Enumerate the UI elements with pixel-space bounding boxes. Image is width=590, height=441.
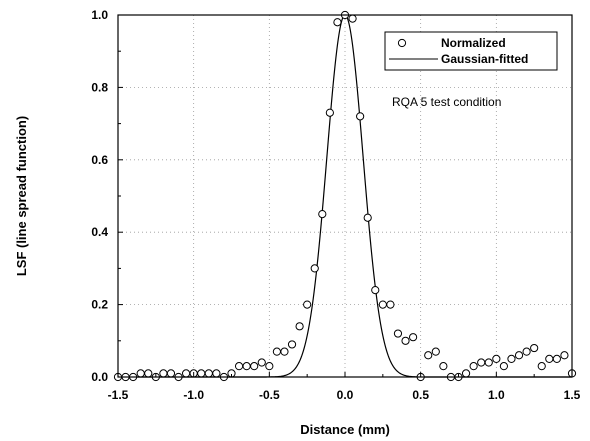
normalized-point — [318, 210, 327, 219]
tick-labels: -1.5 -1.0 -0.5 0.0 0.5 1.0 1.5 0.0 0.2 0.4 0.6 0.8 1… — [91, 8, 580, 402]
normalized-point — [280, 347, 289, 356]
y-tick-label: 0.0 — [91, 370, 108, 384]
normalized-point — [310, 264, 319, 273]
normalized-point — [363, 213, 372, 222]
x-tick-label: 1.0 — [488, 388, 505, 402]
y-axis-title: LSF (line spread function) — [14, 116, 29, 276]
normalized-point — [439, 362, 448, 371]
legend-marker-normalized — [397, 38, 407, 48]
legend-label-gaussian: Gaussian-fitted — [441, 52, 528, 66]
normalized-point — [234, 362, 244, 371]
x-tick-label: -1.0 — [183, 388, 204, 402]
x-tick-label: 1.5 — [564, 388, 581, 402]
normalized-point — [507, 354, 516, 363]
normalized-point — [242, 362, 251, 371]
normalized-point — [545, 354, 554, 363]
normalized-point — [265, 362, 274, 371]
x-tick-label: -1.5 — [108, 388, 129, 402]
normalized-point — [166, 369, 176, 378]
normalized-point — [325, 108, 334, 117]
normalized-point — [552, 354, 561, 363]
y-tick-label: 0.8 — [91, 80, 108, 94]
normalized-point — [461, 369, 471, 378]
normalized-point — [401, 336, 410, 345]
normalized-point — [469, 362, 478, 371]
normalized-point — [303, 300, 312, 309]
normalized-point — [144, 369, 153, 378]
normalized-points-layer — [113, 10, 577, 382]
normalized-point — [530, 343, 539, 353]
normalized-point — [348, 14, 357, 23]
normalized-point — [560, 351, 569, 360]
y-tick-label: 0.6 — [91, 153, 108, 167]
y-tick-label: 0.2 — [91, 298, 108, 312]
normalized-point — [287, 340, 297, 349]
normalized-point — [356, 112, 365, 121]
normalized-point — [250, 362, 259, 371]
y-tick-label: 0.4 — [91, 225, 108, 239]
normalized-point — [499, 362, 508, 371]
normalized-point — [477, 358, 486, 367]
normalized-point — [333, 18, 342, 27]
normalized-point — [393, 329, 403, 338]
legend-box — [384, 31, 558, 71]
normalized-point — [386, 300, 395, 309]
y-tick-label: 1.0 — [91, 8, 108, 22]
axis-ticks — [117, 14, 573, 378]
normalized-point — [522, 347, 531, 356]
x-tick-label: -0.5 — [259, 388, 280, 402]
x-tick-label: 0.0 — [337, 388, 354, 402]
normalized-point — [537, 362, 546, 371]
annotation-rqa5: RQA 5 test condition — [392, 95, 501, 109]
normalized-point — [484, 358, 493, 367]
normalized-point — [492, 354, 501, 363]
normalized-point — [514, 351, 524, 360]
grid — [118, 15, 572, 377]
legend-label-normalized: Normalized — [441, 36, 506, 50]
legend: Normalized Gaussian-fitted — [384, 31, 558, 71]
normalized-point — [424, 351, 433, 360]
normalized-point — [431, 347, 440, 356]
normalized-point — [182, 369, 191, 378]
normalized-point — [257, 358, 266, 367]
normalized-point — [378, 300, 387, 309]
normalized-point — [295, 322, 304, 331]
normalized-point — [212, 369, 221, 378]
x-axis-title: Distance (mm) — [300, 422, 390, 437]
normalized-point — [409, 333, 418, 342]
normalized-point — [197, 369, 206, 378]
normalized-point — [136, 369, 145, 378]
x-tick-label: 0.5 — [412, 388, 429, 402]
normalized-point — [159, 369, 168, 378]
normalized-point — [371, 286, 380, 295]
normalized-point — [204, 369, 213, 378]
normalized-point — [272, 347, 281, 356]
